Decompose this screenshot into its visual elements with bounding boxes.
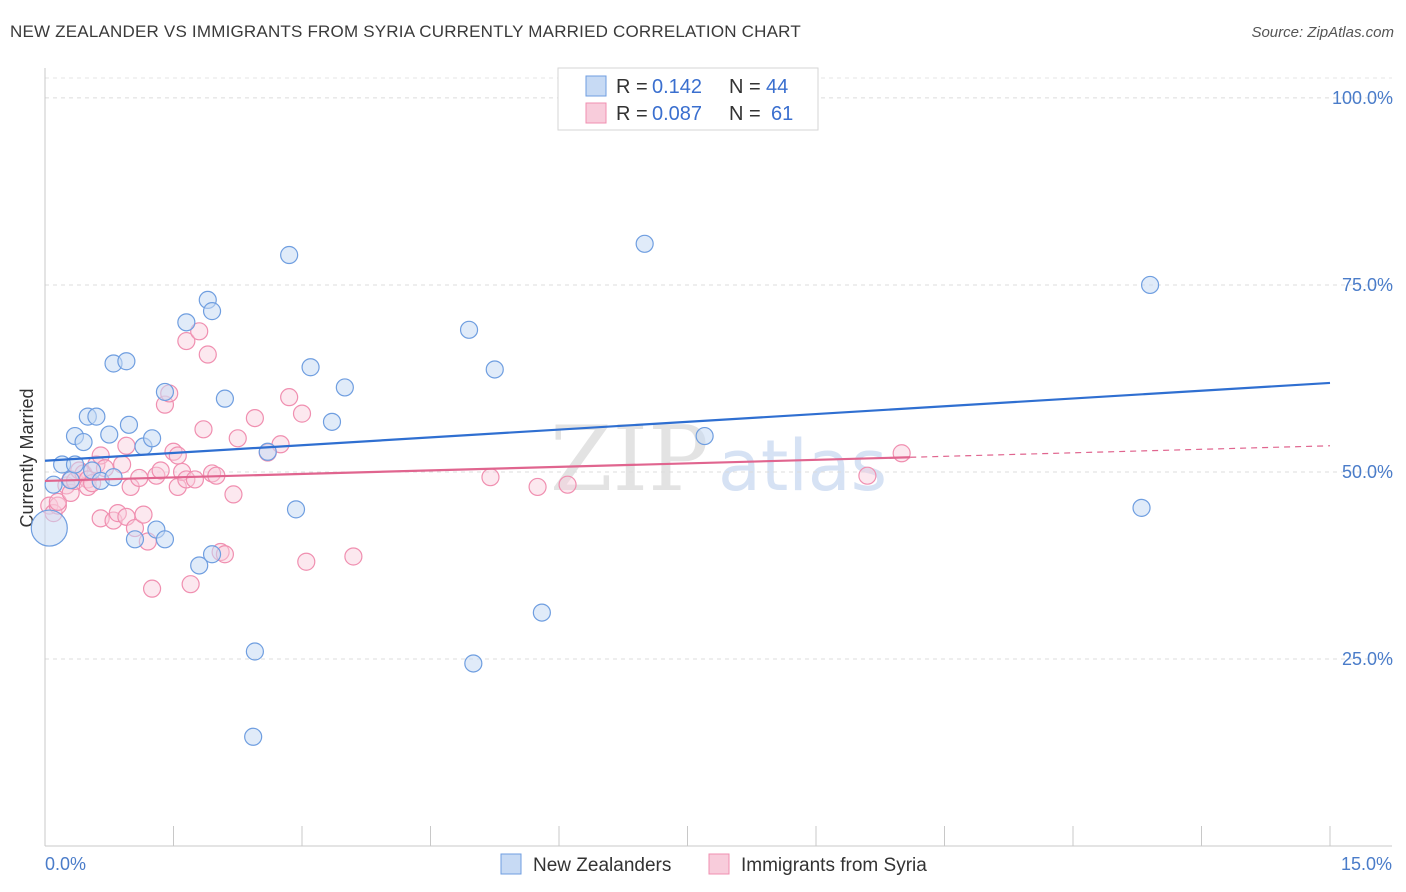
legend-swatch-nz — [585, 75, 607, 97]
nz-point-33 — [322, 412, 342, 431]
x-tick-marks — [44, 826, 1331, 846]
nz-point-15 — [125, 530, 145, 549]
gridlines — [45, 77, 1392, 660]
nz-point-0 — [44, 475, 63, 494]
legend-top: R = 0.142 N = 44 R = 0.087 N = 61 — [557, 67, 819, 131]
legend-bottom-swatch-syria — [708, 853, 730, 875]
syria-point-25 — [134, 505, 153, 524]
legend-n-label-nz: N = — [729, 76, 761, 98]
syria-point-40 — [190, 322, 209, 341]
nz-point-27 — [245, 642, 264, 661]
nz-point-22 — [190, 556, 209, 575]
nz-point-35 — [459, 320, 479, 339]
syria-point-33 — [168, 446, 187, 465]
legend-bottom-swatch-nz — [500, 853, 522, 875]
nz-point-39 — [635, 234, 654, 253]
trend-lines — [44, 381, 1331, 483]
watermark-atlas: atlas — [718, 425, 887, 507]
nz-point-13 — [117, 352, 136, 371]
legend-r-value-nz: 0.142 — [652, 76, 702, 98]
nz-point-19 — [155, 530, 175, 549]
nz-point-40 — [695, 426, 714, 446]
y-tick-label-2: 75.0% — [1342, 275, 1393, 295]
syria-point-52 — [280, 388, 299, 407]
syria-point-42 — [198, 345, 217, 364]
legend-swatch-syria — [585, 102, 607, 124]
trend-line-syria-extension — [910, 445, 1331, 458]
nz-point-17 — [142, 429, 162, 448]
y-axis-label: Currently Married — [17, 388, 37, 527]
nz-point-25 — [202, 545, 222, 564]
syria-point-60 — [892, 444, 911, 463]
trend-line-nz — [44, 381, 1331, 462]
syria-point-58 — [558, 475, 577, 494]
legend-r-label-nz: R = — [616, 76, 648, 98]
trend-line-syria — [44, 456, 911, 483]
legend-n-label-syria: N = — [729, 103, 761, 125]
syria-point-38 — [181, 575, 200, 594]
y-tick-label-3: 100.0% — [1332, 88, 1393, 108]
legend-r-value-syria: 0.087 — [652, 103, 702, 125]
nz-point-21 — [177, 313, 196, 332]
legend-bottom-label-syria: Immigrants from Syria — [741, 855, 927, 876]
nz-point-5 — [74, 432, 93, 452]
nz-point-14 — [119, 415, 139, 434]
syria-point-21 — [117, 436, 136, 455]
syria-point-27 — [142, 579, 162, 598]
y-tick-labels: 25.0% 50.0% 75.0% 100.0% — [1332, 88, 1393, 669]
nz-point-41 — [1132, 498, 1151, 517]
syria-point-47 — [224, 485, 243, 504]
nz-point-28 — [244, 727, 263, 746]
legend-r-label-syria: R = — [616, 103, 648, 125]
legend-bottom-label-nz: New Zealanders — [533, 855, 671, 876]
nz-point-7 — [87, 407, 106, 426]
legend-n-value-nz: 44 — [766, 76, 788, 98]
nz-point-24 — [202, 302, 222, 321]
y-tick-label-1: 50.0% — [1342, 462, 1393, 482]
chart-title: NEW ZEALANDER VS IMMIGRANTS FROM SYRIA C… — [10, 22, 801, 41]
nz-point-31 — [286, 500, 306, 519]
syria-point-48 — [228, 429, 247, 448]
nz-point-38 — [532, 603, 551, 622]
syria-point-29 — [151, 461, 170, 480]
syria-point-59 — [858, 466, 877, 485]
y-tick-label-0: 25.0% — [1342, 649, 1393, 669]
syria-point-55 — [344, 547, 363, 566]
x-tick-label-max: 15.0% — [1341, 854, 1392, 874]
nz-point-37 — [485, 360, 504, 379]
syria-point-37 — [177, 331, 196, 351]
legend-bottom: New Zealanders Immigrants from Syria — [500, 853, 927, 876]
syria-point-54 — [297, 552, 316, 571]
legend-n-value-syria: 61 — [771, 103, 793, 125]
nz-point-26 — [215, 389, 234, 408]
nz-point-30 — [280, 245, 299, 265]
x-tick-label-min: 0.0% — [45, 854, 86, 874]
syria-point-57 — [528, 477, 547, 497]
syria-point-53 — [292, 404, 312, 423]
syria-point-39 — [185, 470, 205, 489]
nz-point-11 — [104, 468, 123, 487]
syria-point-3 — [48, 492, 67, 511]
syria-point-49 — [245, 409, 264, 428]
nz-point-34 — [335, 378, 354, 397]
series-nz-points — [30, 234, 1160, 746]
nz-point-43 — [30, 509, 68, 547]
syria-point-41 — [194, 420, 213, 439]
nz-point-10 — [100, 425, 119, 444]
nz-point-32 — [301, 358, 320, 377]
chart-source: Source: ZipAtlas.com — [1251, 24, 1394, 41]
nz-point-42 — [1140, 275, 1160, 295]
syria-point-56 — [481, 468, 500, 487]
nz-point-20 — [155, 382, 175, 402]
nz-point-36 — [464, 654, 483, 673]
